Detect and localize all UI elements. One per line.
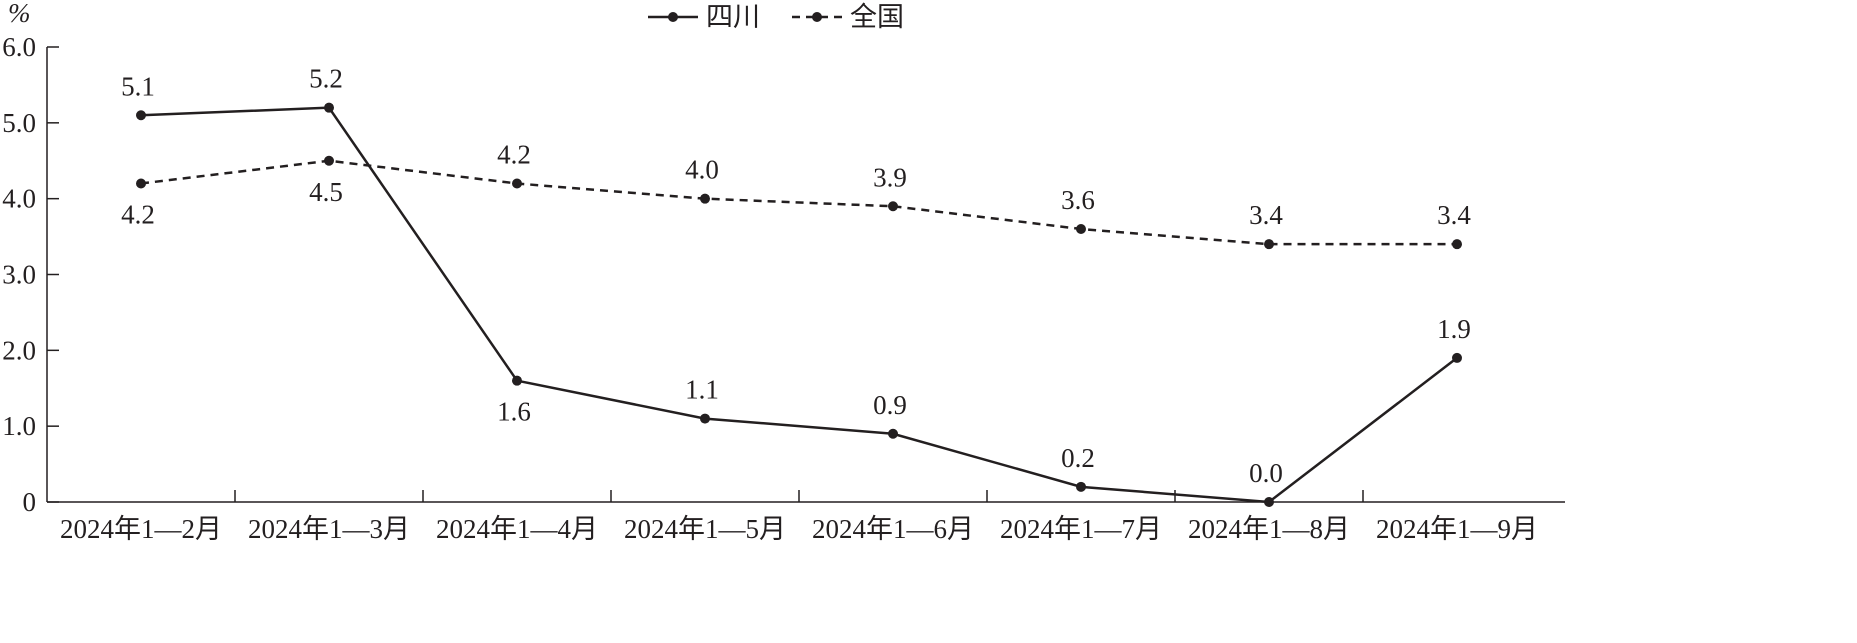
y-tick-label: 3.0: [2, 260, 36, 290]
data-label: 4.2: [121, 200, 155, 230]
data-point: [512, 178, 522, 189]
data-point: [700, 413, 710, 424]
data-label: 3.4: [1249, 200, 1283, 230]
data-label: 3.9: [873, 162, 907, 192]
data-point: [888, 201, 898, 212]
axes: 0 1.0 2.0 3.0 4.0 5.0 6.0 2024年1—2月 2024年1—3月 202…: [2, 32, 1565, 544]
data-point: [1076, 481, 1086, 492]
data-label: 5.1: [121, 71, 155, 101]
legend-label: 全国: [850, 2, 904, 32]
data-point: [136, 178, 146, 189]
series-line-national: [140, 159, 1457, 246]
series-line-sichuan: [140, 106, 1458, 504]
data-point: [1452, 352, 1462, 363]
legend-marker: [668, 12, 678, 22]
data-label: 3.4: [1437, 200, 1471, 230]
x-tick-label: 2024年1—7月: [1000, 514, 1162, 544]
data-label: 0.9: [873, 390, 907, 420]
data-label: 0.0: [1249, 458, 1283, 488]
data-point: [324, 155, 334, 166]
x-tick-label: 2024年1—8月: [1188, 514, 1350, 544]
y-tick-label: 5.0: [2, 108, 36, 138]
y-tick-label: 0: [23, 487, 37, 517]
data-point: [888, 428, 898, 439]
x-tick-label: 2024年1—4月: [436, 514, 598, 544]
series-layer: [136, 102, 1462, 507]
legend: 四川 全国: [648, 2, 904, 32]
y-axis-unit-label: %: [8, 0, 31, 28]
data-point: [324, 102, 334, 113]
data-point: [1452, 239, 1462, 250]
data-point: [1264, 239, 1274, 250]
data-point: [136, 110, 146, 121]
data-label: 3.6: [1061, 185, 1095, 215]
data-label: 4.0: [685, 155, 719, 185]
x-tick-label: 2024年1—5月: [624, 514, 786, 544]
data-point: [1264, 497, 1274, 507]
data-label: 5.2: [309, 64, 343, 94]
legend-marker: [812, 12, 822, 22]
data-label: 4.2: [497, 140, 531, 170]
data-label: 1.9: [1437, 314, 1471, 344]
y-tick-label: 1.0: [2, 411, 36, 441]
data-label: 0.2: [1061, 443, 1095, 473]
data-point: [700, 193, 710, 204]
data-label: 1.1: [685, 375, 719, 405]
y-tick-label: 6.0: [2, 32, 36, 62]
legend-label: 四川: [706, 2, 760, 32]
x-tick-label: 2024年1—2月: [60, 514, 222, 544]
data-label: 1.6: [497, 397, 531, 427]
x-tick-label: 2024年1—9月: [1376, 514, 1538, 544]
data-point: [512, 375, 522, 386]
data-point: [1076, 224, 1086, 234]
y-tick-label: 2.0: [2, 335, 36, 365]
x-tick-label: 2024年1—6月: [812, 514, 974, 544]
data-labels-layer: 5.1 5.2 1.6 1.1 0.9 0.2 0.0 1.9 4.2 4.5 4.2 4.0 3.9 3…: [121, 64, 1471, 488]
x-tick-label: 2024年1—3月: [248, 514, 410, 544]
y-tick-label: 4.0: [2, 184, 36, 214]
data-label: 4.5: [309, 177, 343, 207]
